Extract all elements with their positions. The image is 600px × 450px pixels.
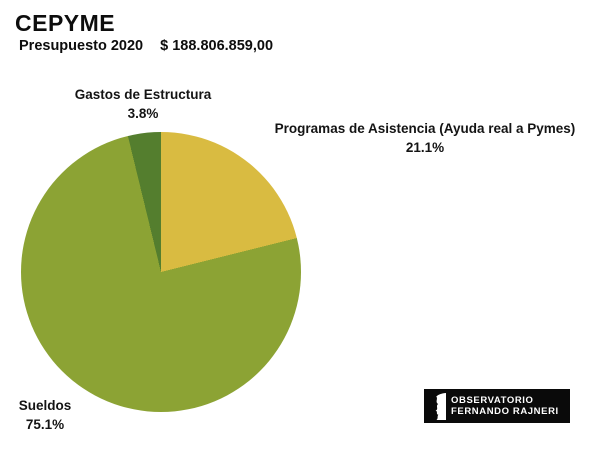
- slice-label-sueldos-percent: 75.1%: [25, 417, 65, 432]
- slice-label-gastos-percent: 3.8%: [127, 106, 159, 121]
- pie-chart: [21, 132, 301, 412]
- slice-label-sueldos-name: Sueldos: [18, 398, 72, 413]
- profile-silhouette-icon: [435, 392, 446, 420]
- observatory-badge-line1: OBSERVATORIO: [451, 395, 534, 406]
- observatory-badge-line2: FERNANDO RAJNERI: [451, 406, 559, 417]
- budget-amount: $ 188.806.859,00: [160, 38, 274, 54]
- slice-label-programas-percent: 21.1%: [405, 140, 445, 155]
- budget-year-label: Presupuesto 2020: [19, 38, 144, 54]
- observatory-badge-text: OBSERVATORIO FERNANDO RAJNERI: [451, 395, 559, 417]
- subtitle-row: Presupuesto 2020 $ 188.806.859,00: [19, 38, 273, 54]
- slice-label-gastos-name: Gastos de Estructura: [74, 87, 212, 102]
- observatory-badge: OBSERVATORIO FERNANDO RAJNERI: [424, 389, 570, 423]
- slice-label-programas: Programas de Asistencia (Ayuda real a Py…: [245, 119, 600, 157]
- slice-label-sueldos: Sueldos 75.1%: [4, 396, 86, 434]
- slice-label-gastos: Gastos de Estructura 3.8%: [43, 85, 243, 123]
- slice-label-programas-name: Programas de Asistencia (Ayuda real a Py…: [274, 121, 576, 136]
- page-title: CEPYME: [15, 10, 116, 36]
